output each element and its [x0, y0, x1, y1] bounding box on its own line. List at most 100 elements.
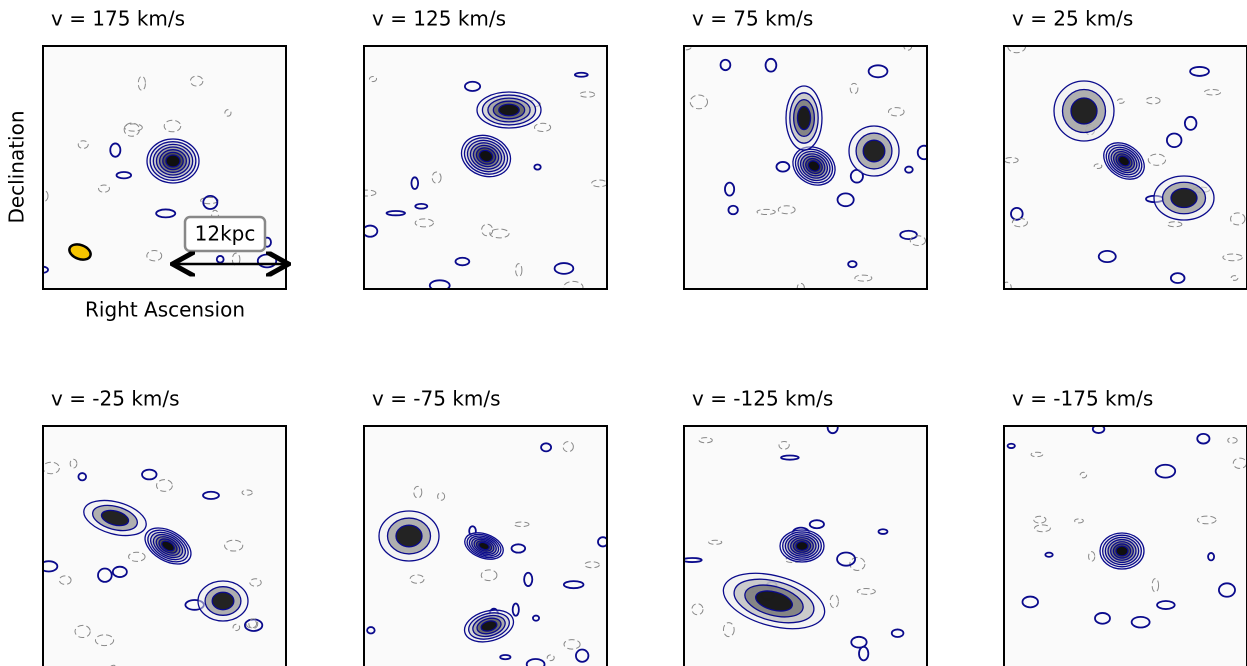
- noise-contour: [511, 602, 520, 617]
- noise-contour: [1151, 578, 1160, 593]
- noise-contour: [244, 618, 264, 632]
- noise-contour: [69, 458, 78, 469]
- noise-contour: [163, 119, 182, 133]
- noise-contour: [368, 75, 378, 83]
- panel-frame: [363, 45, 608, 290]
- contour: [395, 524, 423, 548]
- noise-contour: [248, 618, 259, 629]
- noise-contour: [241, 489, 253, 496]
- noise-contour: [364, 224, 379, 238]
- contour: [161, 540, 175, 552]
- scale-box: [183, 215, 267, 253]
- contour: [478, 541, 490, 551]
- noise-contour: [1034, 524, 1051, 533]
- noise-contour: [489, 228, 510, 239]
- panel: [683, 425, 928, 666]
- noise-contour: [836, 192, 855, 208]
- noise-contour: [202, 490, 220, 500]
- noise-contour: [43, 560, 59, 573]
- noise-contour: [888, 107, 905, 117]
- noise-contour: [1074, 518, 1084, 524]
- noise-contour: [1010, 206, 1024, 221]
- noise-contour: [849, 82, 859, 95]
- noise-contour: [579, 91, 596, 98]
- contour: [796, 105, 812, 131]
- contour: [807, 160, 821, 172]
- noise-contour: [454, 256, 471, 267]
- noise-contour: [1156, 600, 1176, 610]
- noise-contour: [499, 654, 512, 661]
- noise-contour: [77, 472, 87, 482]
- noise-contour: [546, 654, 555, 662]
- noise-contour: [98, 184, 110, 193]
- noise-contour: [727, 204, 739, 216]
- panel-frame: [42, 45, 287, 290]
- noise-contour: [597, 536, 607, 548]
- y-axis-label: Declination: [5, 110, 29, 223]
- noise-contour: [437, 492, 446, 501]
- noise-contour: [1030, 451, 1044, 458]
- noise-contour: [722, 622, 735, 638]
- noise-contour: [431, 171, 442, 184]
- noise-contour: [410, 176, 420, 190]
- noise-contour: [413, 485, 423, 499]
- noise-contour: [110, 664, 117, 666]
- noise-contour: [847, 260, 858, 269]
- panel: [363, 45, 608, 290]
- noise-contour: [1154, 463, 1177, 479]
- noise-contour: [189, 75, 204, 87]
- noise-contour: [124, 123, 143, 132]
- noise-contour: [155, 208, 177, 219]
- contour: [478, 149, 494, 163]
- noise-contour: [563, 639, 581, 650]
- noise-contour: [1093, 163, 1103, 169]
- noise-contour: [525, 658, 546, 666]
- noise-contour: [1079, 471, 1088, 479]
- noise-contour: [414, 218, 434, 228]
- map: [364, 46, 607, 289]
- noise-contour: [756, 208, 776, 216]
- noise-contour: [1004, 156, 1019, 164]
- noise-contour: [553, 262, 575, 275]
- noise-contour: [764, 57, 778, 73]
- noise-contour: [899, 229, 918, 241]
- contour: [795, 541, 809, 551]
- noise-contour: [1227, 437, 1238, 444]
- noise-contour: [562, 441, 574, 453]
- noise-contour: [481, 223, 494, 237]
- noise-contour: [1011, 217, 1028, 228]
- panel: [42, 425, 287, 666]
- noise-contour: [1006, 442, 1016, 449]
- noise-contour: [808, 519, 825, 530]
- noise-contour: [202, 194, 219, 210]
- noise-contour: [1166, 132, 1183, 149]
- noise-contour: [689, 94, 709, 110]
- map: [1004, 46, 1247, 289]
- noise-contour: [719, 58, 732, 72]
- noise-contour: [796, 282, 805, 289]
- noise-contour: [829, 594, 839, 609]
- panel-frame: [363, 425, 608, 666]
- noise-contour: [780, 454, 800, 461]
- scale-label: 12kpc: [195, 222, 256, 246]
- noise-contour: [850, 635, 868, 649]
- noise-contour: [854, 274, 873, 282]
- noise-contour: [123, 122, 140, 137]
- noise-contour: [523, 571, 534, 587]
- noise-contour: [364, 189, 377, 197]
- noise-contour: [115, 171, 133, 180]
- noise-contour: [1094, 612, 1111, 625]
- noise-contour: [532, 614, 540, 622]
- contour: [480, 620, 498, 632]
- noise-contour: [111, 565, 128, 578]
- noise-contour: [109, 142, 122, 158]
- panel-title: v = -175 km/s: [1012, 387, 1153, 411]
- noise-contour: [1189, 66, 1210, 77]
- contour: [498, 103, 520, 117]
- noise-contour: [211, 209, 219, 222]
- noise-contour: [1207, 552, 1216, 562]
- noise-contour: [513, 521, 530, 528]
- noise-contour: [1218, 582, 1236, 598]
- panel: [363, 425, 608, 666]
